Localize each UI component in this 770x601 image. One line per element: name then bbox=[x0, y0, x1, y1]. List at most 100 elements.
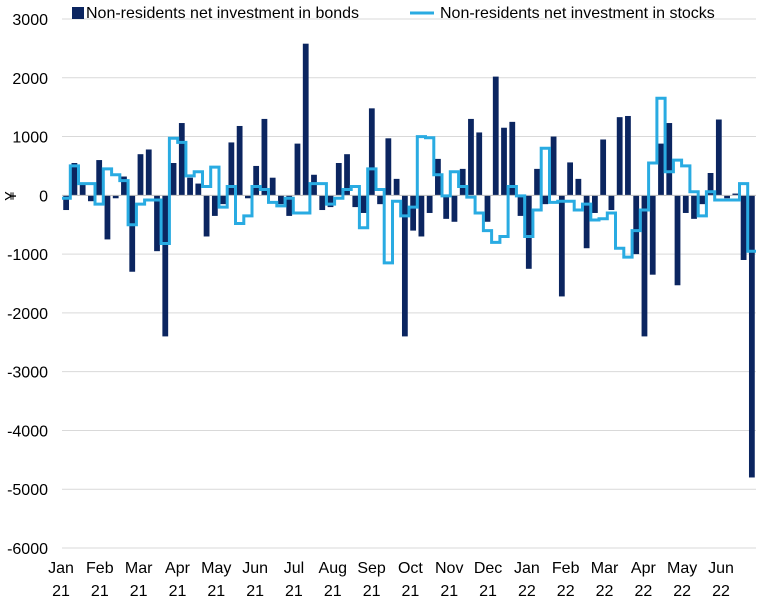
bond-bar bbox=[187, 177, 193, 196]
x-tick-year: 21 bbox=[169, 583, 187, 600]
y-tick-label: 0 bbox=[39, 188, 48, 205]
x-tick-year: 21 bbox=[52, 583, 70, 600]
bond-bar bbox=[451, 195, 458, 222]
bond-bar bbox=[625, 115, 631, 196]
bond-bar bbox=[608, 195, 615, 211]
x-tick-label: Mar bbox=[591, 560, 619, 577]
bond-bar bbox=[517, 195, 524, 216]
bond-bar bbox=[220, 195, 226, 205]
y-tick-label: 2000 bbox=[12, 71, 48, 88]
bond-bar bbox=[558, 195, 565, 297]
x-tick-year: 22 bbox=[673, 583, 691, 600]
bond-bar bbox=[509, 121, 516, 196]
bond-bar bbox=[542, 195, 549, 205]
bond-bar bbox=[443, 195, 450, 219]
bond-bar bbox=[278, 195, 284, 205]
bond-bar bbox=[352, 195, 359, 208]
bond-bar bbox=[600, 139, 607, 196]
bond-bar bbox=[575, 178, 582, 196]
x-tick-year: 21 bbox=[91, 583, 109, 600]
stock-series-line bbox=[62, 96, 756, 265]
bond-bar bbox=[501, 127, 507, 196]
bond-bar bbox=[269, 177, 276, 196]
bond-bar bbox=[178, 123, 185, 196]
bond-bar bbox=[63, 195, 70, 211]
x-tick-label: Jun bbox=[708, 560, 734, 577]
bond-bar bbox=[567, 162, 573, 196]
bond-bar bbox=[715, 119, 722, 196]
bond-bar bbox=[592, 195, 598, 213]
bond-bar bbox=[145, 149, 152, 196]
bond-bar bbox=[633, 195, 640, 255]
bond-bar bbox=[294, 143, 301, 196]
legend-label-stocks: Non-residents net investment in stocks bbox=[440, 5, 715, 22]
bond-bar bbox=[484, 195, 491, 222]
x-tick-label: Mar bbox=[125, 560, 153, 577]
x-tick-year: 21 bbox=[324, 583, 342, 600]
bond-bar bbox=[435, 158, 441, 196]
x-tick-label: May bbox=[667, 560, 697, 577]
x-tick-year: 22 bbox=[634, 583, 652, 600]
x-tick-year: 21 bbox=[130, 583, 148, 600]
bond-bar bbox=[385, 138, 392, 196]
x-tick-label: May bbox=[201, 560, 231, 577]
bond-bar bbox=[410, 195, 417, 231]
bond-bar bbox=[211, 195, 218, 216]
legend-label-bonds: Non-residents net investment in bonds bbox=[86, 5, 359, 22]
x-tick-label: Apr bbox=[165, 560, 191, 577]
x-tick-year: 21 bbox=[402, 583, 420, 600]
bond-bar bbox=[327, 195, 334, 208]
bond-bar bbox=[129, 195, 136, 272]
x-tick-label: Jan bbox=[48, 560, 74, 577]
bond-bar bbox=[344, 154, 350, 196]
y-axis-label: ¥ bbox=[3, 191, 20, 201]
bond-bar bbox=[195, 183, 202, 196]
bond-bar bbox=[88, 195, 94, 202]
bond-bar bbox=[699, 195, 706, 205]
bond-bar bbox=[162, 195, 169, 337]
bond-bar bbox=[360, 195, 367, 213]
bond-bar bbox=[492, 76, 499, 196]
y-tick-label: -1000 bbox=[7, 247, 48, 264]
x-tick-year: 21 bbox=[207, 583, 225, 600]
x-tick-label: Feb bbox=[86, 560, 114, 577]
bond-bar bbox=[112, 195, 119, 199]
bond-bar bbox=[79, 183, 86, 196]
bond-bar bbox=[649, 195, 656, 275]
bond-bar bbox=[459, 168, 466, 196]
legend-swatch-bonds bbox=[72, 7, 84, 19]
x-tick-label: Aug bbox=[319, 560, 347, 577]
y-tick-label: -2000 bbox=[7, 306, 48, 323]
x-tick-year: 21 bbox=[363, 583, 381, 600]
x-tick-labels: Jan 21 Feb 21 Mar 21 Apr 21 May 21 Jun 21 Jul 21 Aug 21… bbox=[48, 560, 734, 600]
bond-bar bbox=[302, 43, 309, 196]
x-tick-year: 21 bbox=[246, 583, 264, 600]
bond-bar bbox=[550, 136, 557, 196]
bond-bar bbox=[674, 195, 681, 286]
bond-bar bbox=[236, 125, 243, 196]
bond-bar bbox=[525, 195, 532, 269]
bond-bar bbox=[401, 195, 408, 337]
bond-bar bbox=[691, 195, 697, 219]
bond-bar bbox=[137, 154, 144, 196]
bond-bar bbox=[724, 195, 730, 199]
bond-bar bbox=[154, 195, 160, 252]
bond-bar bbox=[616, 117, 623, 196]
bond-bar bbox=[203, 195, 210, 237]
bond-bar bbox=[228, 142, 235, 196]
y-tick-label: -6000 bbox=[7, 541, 48, 558]
x-tick-label: Jun bbox=[242, 560, 268, 577]
x-tick-year: 22 bbox=[557, 583, 575, 600]
bond-bars bbox=[63, 43, 755, 478]
bond-bar bbox=[468, 118, 474, 196]
y-tick-label: 1000 bbox=[12, 130, 48, 147]
y-tick-label: 3000 bbox=[12, 12, 48, 29]
bond-bar bbox=[476, 132, 483, 196]
bond-bar bbox=[319, 195, 326, 211]
x-tick-year: 21 bbox=[285, 583, 303, 600]
y-tick-label: -3000 bbox=[7, 365, 48, 382]
x-tick-year: 21 bbox=[440, 583, 458, 600]
bond-bar bbox=[682, 195, 689, 213]
bond-bar bbox=[170, 163, 177, 196]
